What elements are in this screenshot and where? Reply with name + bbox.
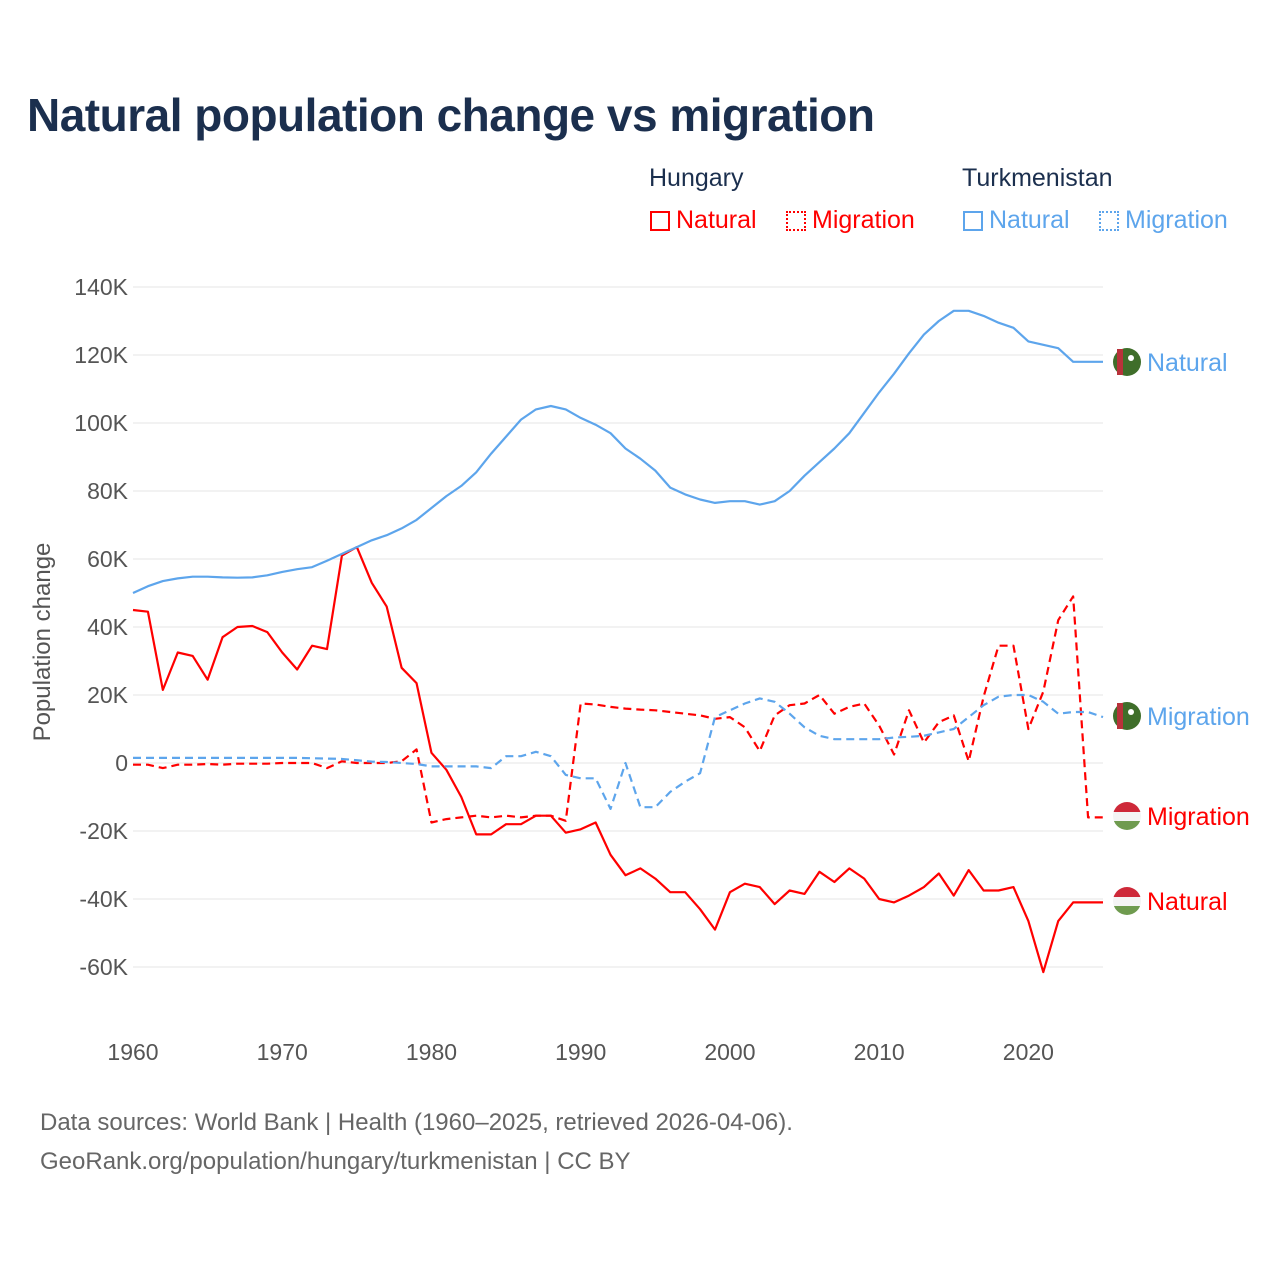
y-tick-label: -60K [79,954,128,980]
series-line-turkmenistan-natural [132,309,1103,595]
legend-group-turkmenistan: Turkmenistan [962,164,1113,192]
series-line-hungary-migration [133,595,1103,824]
end-label: Migration [1147,703,1250,731]
y-tick-label: -20K [79,818,128,844]
series-line-hungary-natural [132,545,1103,974]
y-tick-label: 80K [87,478,129,504]
y-tick-label: 120K [74,342,128,368]
end-label: Migration [1147,803,1250,831]
y-axis-label: Population change [29,543,56,742]
legend-label: Natural [989,206,1070,234]
legend-group-hungary: Hungary [649,164,744,192]
legend-turkmenistan-migration[interactable]: Migration [1099,206,1228,235]
y-tick-label: 40K [87,614,129,640]
x-tick-label: 2010 [854,1039,905,1065]
legend-label: Migration [812,206,915,234]
y-tick-label: 100K [74,410,128,436]
x-tick-label: 1960 [107,1039,158,1065]
x-tick-label: 1980 [406,1039,457,1065]
chart-title: Natural population change vs migration [27,89,875,141]
end-label: Natural [1147,349,1228,377]
dotted-swatch-icon [1099,210,1119,231]
legend-label: Natural [676,206,757,234]
turkmenistan-flag-icon [1113,702,1141,730]
legend-hungary-migration[interactable]: Migration [786,206,915,235]
x-tick-label: 2020 [1003,1039,1054,1065]
source-link[interactable]: GeoRank.org/population/hungary/turkmenis… [40,1148,631,1175]
end-label: Natural [1147,888,1228,916]
legend-hungary-natural[interactable]: Natural [650,206,757,235]
y-tick-label: 0 [115,750,128,776]
legend-turkmenistan-natural[interactable]: Natural [963,206,1070,235]
hungary-flag-icon [1113,802,1141,830]
x-tick-label: 1990 [555,1039,606,1065]
x-tick-label: 2000 [704,1039,755,1065]
hungary-flag-icon [1113,887,1141,915]
source-text: Data sources: World Bank | Health (1960–… [40,1109,793,1136]
y-tick-label: 20K [87,682,129,708]
solid-swatch-icon [650,210,670,231]
y-tick-label: 60K [87,546,129,572]
y-tick-label: 140K [74,274,128,300]
legend-label: Migration [1125,206,1228,234]
dotted-swatch-icon [786,210,806,231]
turkmenistan-flag-icon [1113,348,1141,376]
solid-swatch-icon [963,210,983,231]
y-tick-label: -40K [79,886,128,912]
x-tick-label: 1970 [257,1039,308,1065]
series-line-turkmenistan-migration [133,693,1104,811]
